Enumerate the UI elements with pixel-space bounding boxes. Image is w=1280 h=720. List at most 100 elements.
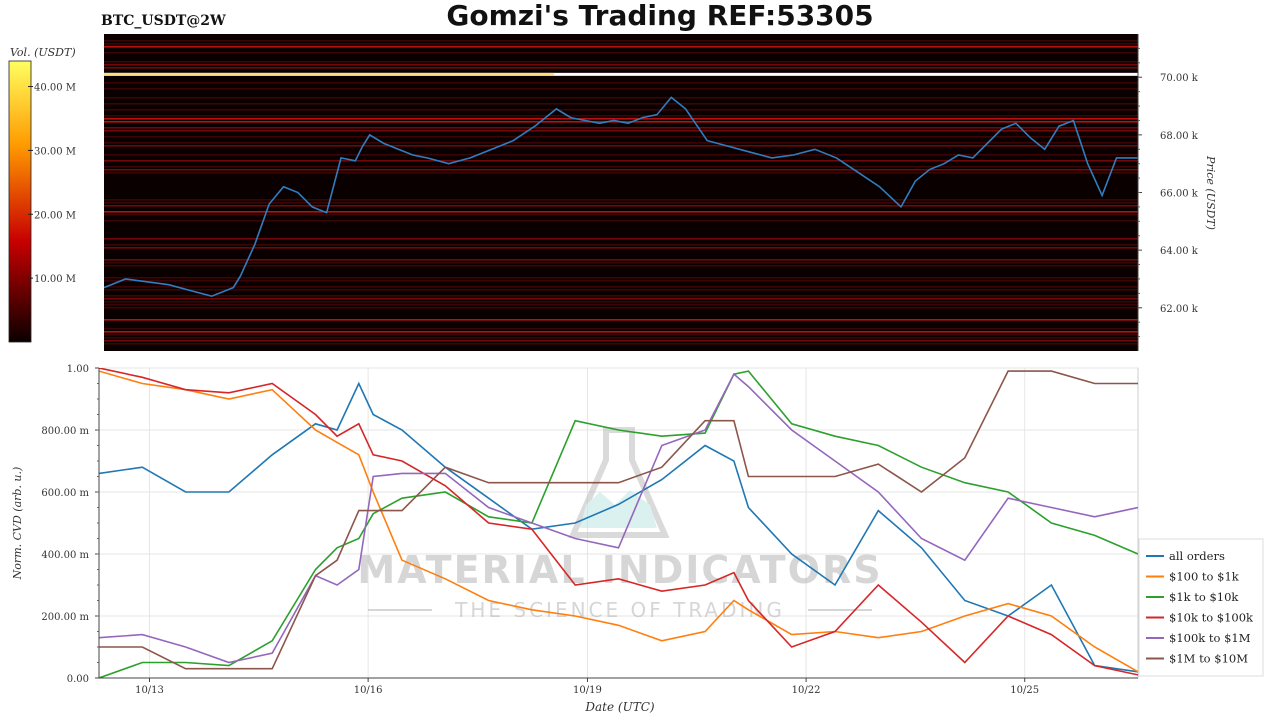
heatmap-background	[104, 34, 1138, 351]
price-tick-label: 68.00 k	[1160, 131, 1199, 142]
liquidity-band	[104, 160, 1138, 162]
liquidity-band	[104, 337, 1138, 339]
page-title: Gomzi's Trading REF:53305	[446, 0, 873, 32]
liquidity-band	[104, 334, 1138, 336]
legend-label: $1M to $10M	[1169, 652, 1248, 666]
legend-label: $100 to $1k	[1169, 570, 1240, 584]
colorbar: Vol. (USDT) 10.00 M 20.00 M 30.00 M 40.00 M	[8, 46, 76, 343]
liquidity-band	[104, 67, 1138, 69]
liquidity-band	[104, 130, 1138, 132]
liquidity-band	[104, 154, 1138, 156]
liquidity-band	[104, 289, 1138, 291]
liquidity-band	[104, 220, 1138, 222]
cvd-y-tick-label: 200.00 m	[41, 612, 89, 623]
colorbar-gradient	[8, 60, 32, 343]
liquidity-band	[104, 211, 1138, 213]
watermark: MATERIAL INDICATORS THE SCIENCE OF TRADI…	[357, 427, 882, 622]
date-tick-label: 10/22	[792, 685, 821, 696]
cvd-axis-label: Norm. CVD (arb. u.)	[11, 467, 24, 581]
date-tick-label: 10/16	[354, 685, 383, 696]
price-line	[104, 96, 1138, 298]
liquidity-band	[104, 247, 1138, 249]
series-line	[99, 381, 1138, 673]
legend: all orders $100 to $1k $1k to $10k $10k to …	[1138, 538, 1264, 677]
liquidity-band	[104, 64, 1138, 66]
price-tick-label: 64.00 k	[1160, 246, 1199, 257]
series-line	[99, 372, 1138, 664]
liquidity-band	[104, 46, 1138, 48]
liquidity-band	[104, 43, 1138, 45]
liquidity-band	[104, 277, 1138, 279]
date-tick-label: 10/13	[135, 685, 164, 696]
series-line	[99, 370, 1138, 673]
legend-label: all orders	[1169, 549, 1225, 563]
liquidity-band	[104, 307, 1138, 309]
liquidity-band	[104, 298, 1138, 300]
heatmap-panel: 62.00 k 64.00 k 66.00 k 68.00 k 70.00 k Pric…	[104, 34, 1217, 351]
legend-label: $10k to $100k	[1169, 611, 1254, 625]
liquidity-band	[104, 214, 1138, 216]
watermark-line1: MATERIAL INDICATORS	[357, 548, 882, 592]
price-tick-label: 70.00 k	[1160, 73, 1199, 84]
liquidity-band	[104, 262, 1138, 264]
liquidity-band	[104, 280, 1138, 282]
liquidity-band	[104, 331, 1138, 333]
legend-label: $1k to $10k	[1169, 590, 1239, 604]
liquidity-band	[104, 319, 1138, 321]
liquidity-band	[104, 127, 1138, 129]
liquidity-band	[104, 61, 1138, 63]
liquidity-band	[104, 109, 1138, 111]
liquidity-band	[104, 118, 1138, 120]
liquidity-band	[104, 265, 1138, 267]
cvd-y-tick-label: 400.00 m	[41, 550, 89, 561]
legend-label: $100k to $1M	[1169, 631, 1251, 645]
liquidity-band	[104, 286, 1138, 288]
liquidity-band	[104, 343, 1138, 345]
colorbar-tick-label: 30.00 M	[34, 146, 76, 157]
liquidity-band	[104, 238, 1138, 240]
series-line	[99, 368, 1138, 676]
date-tick-label: 10/25	[1010, 685, 1039, 696]
liquidity-band	[104, 103, 1138, 105]
colorbar-tick-label: 20.00 M	[34, 210, 76, 221]
liquidity-band	[104, 328, 1138, 330]
liquidity-band	[104, 295, 1138, 297]
liquidity-band	[104, 97, 1138, 99]
symbol-label: BTC_USDT@2W	[101, 13, 226, 29]
liquidity-band	[104, 136, 1138, 138]
liquidity-wall-hot	[104, 72, 554, 76]
cvd-y-tick-label: 800.00 m	[41, 426, 89, 437]
cvd-y-tick-label: 600.00 m	[41, 488, 89, 499]
liquidity-band	[104, 142, 1138, 144]
date-axis-label: Date (UTC)	[584, 700, 654, 714]
liquidity-band	[104, 82, 1138, 84]
liquidity-band	[104, 88, 1138, 90]
liquidity-band	[104, 166, 1138, 168]
cvd-y-tick-label: 0.00	[67, 674, 89, 685]
flask-liquid-icon	[580, 490, 657, 528]
liquidity-band	[104, 199, 1138, 201]
colorbar-tick-label: 10.00 M	[34, 274, 76, 285]
colorbar-tick-label: 40.00 M	[34, 83, 76, 94]
liquidity-band	[104, 145, 1138, 147]
colorbar-label: Vol. (USDT)	[10, 46, 76, 59]
watermark-line2: THE SCIENCE OF TRADING	[454, 598, 785, 622]
liquidity-band	[104, 205, 1138, 207]
liquidity-band	[104, 169, 1138, 171]
liquidity-band	[104, 115, 1138, 117]
price-tick-label: 66.00 k	[1160, 189, 1199, 200]
liquidity-band	[104, 301, 1138, 303]
flask-icon	[568, 427, 670, 538]
price-axis-label: Price (USDT)	[1204, 155, 1217, 230]
legend-box	[1138, 538, 1264, 677]
liquidity-band	[104, 202, 1138, 204]
liquidity-band	[104, 259, 1138, 261]
liquidity-wall	[104, 72, 1138, 76]
liquidity-band	[104, 304, 1138, 306]
cvd-y-tick-label: 1.00	[67, 364, 89, 375]
date-tick-label: 10/19	[573, 685, 602, 696]
liquidity-band	[104, 52, 1138, 54]
series-line	[99, 370, 1138, 670]
cvd-panel: MATERIAL INDICATORS THE SCIENCE OF TRADI…	[11, 364, 1139, 714]
